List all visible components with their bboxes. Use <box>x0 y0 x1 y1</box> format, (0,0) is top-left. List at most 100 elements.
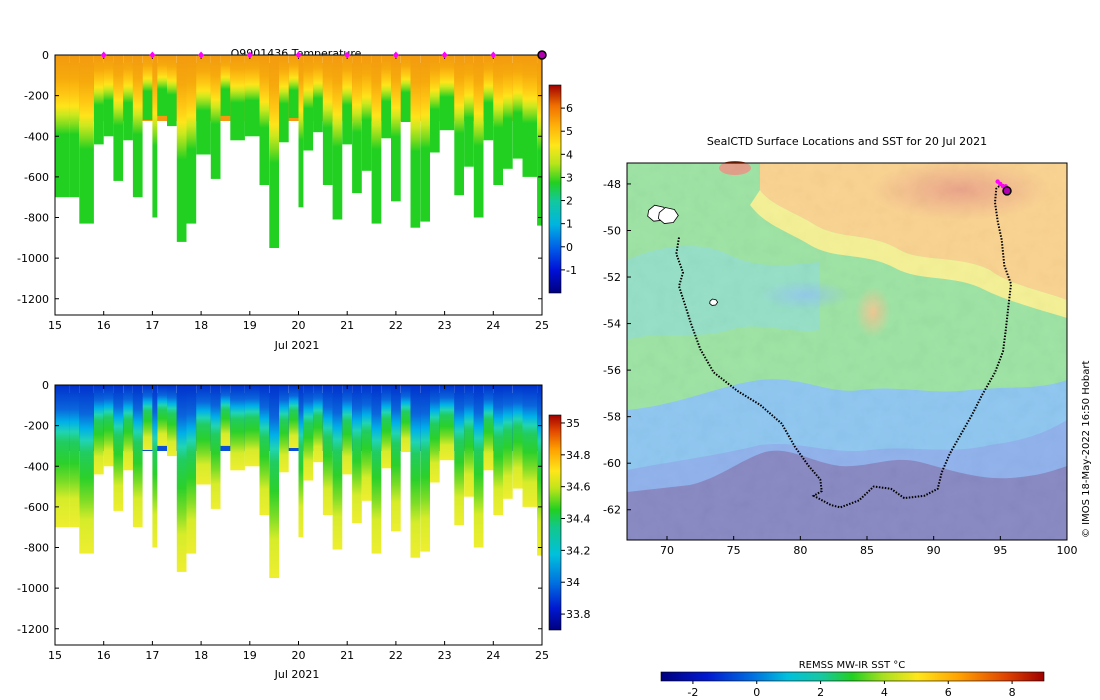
profile-marker <box>441 51 448 59</box>
temperature-x-tick-label: 15 <box>48 319 62 332</box>
salinity-profile-column <box>186 385 197 554</box>
temperature-x-tick-label: 25 <box>535 319 549 332</box>
sst-map-frame <box>626 162 1068 541</box>
temperature-profile-column <box>196 55 211 155</box>
salinity-profile-column <box>503 385 513 499</box>
temperature-profile-column <box>473 55 484 218</box>
salinity-profile-column <box>400 385 411 452</box>
sst-colorbar-tick-label: 2 <box>817 686 824 699</box>
temperature-profile-column <box>94 55 104 145</box>
salinity-xlabel: Jul 2021 <box>274 668 320 681</box>
sst-map-panel: SealCTD Surface Locations and SST for 20… <box>603 135 1077 699</box>
salinity-y-tick-label: 0 <box>42 379 49 392</box>
temperature-x-tick-label: 24 <box>486 319 500 332</box>
temperature-profile-column <box>186 55 197 224</box>
map-x-tick-label: 85 <box>860 544 874 557</box>
salinity-panel: 15 16 17 18 19 20 21 22 23 24 25 0 -200 -400 -600 -800… <box>17 379 590 681</box>
temperature-profile-column <box>522 55 538 177</box>
temperature-profile-column <box>157 55 167 116</box>
salinity-colorbar-tick-label: 34 <box>566 576 580 589</box>
temperature-xlabel: Jul 2021 <box>274 339 320 352</box>
salinity-y-axis: 0 -200 -400 -600 -800 -1000 -1200 <box>17 379 542 636</box>
map-y-tick-label: -54 <box>603 318 621 331</box>
temperature-colorbar-tick-label: 1 <box>566 218 573 231</box>
temperature-colorbar-tick-label: -1 <box>566 264 577 277</box>
temperature-profile-column <box>410 55 421 228</box>
salinity-profile-column <box>473 385 484 548</box>
salinity-profile-column <box>55 385 70 528</box>
salinity-profile-column <box>361 385 372 501</box>
temperature-x-tick-label: 16 <box>97 319 111 332</box>
temperature-profile-column <box>167 55 177 127</box>
temperature-profile-column <box>493 55 503 185</box>
temperature-y-tick-label: 0 <box>42 49 49 62</box>
salinity-x-tick-label: 24 <box>486 649 500 662</box>
profile-marker <box>246 51 253 59</box>
salinity-x-tick-label: 22 <box>389 649 403 662</box>
temperature-y-tick-label: -800 <box>24 212 49 225</box>
temperature-colorbar-tick-label: 5 <box>566 125 573 138</box>
salinity-profile-column <box>196 385 211 485</box>
profile-marker <box>149 51 156 59</box>
salinity-profile-column <box>259 385 270 515</box>
salinity-profile-column <box>439 385 455 461</box>
salinity-profile-column <box>493 385 503 515</box>
salinity-profile-column <box>342 385 352 475</box>
salinity-x-tick-label: 17 <box>145 649 159 662</box>
salinity-profile-column <box>322 385 333 515</box>
salinity-x-tick-label: 15 <box>48 649 62 662</box>
sst-colorbar-ticks: -2 0 2 4 6 8 <box>687 681 1016 699</box>
map-y-tick-label: -60 <box>603 457 621 470</box>
salinity-y-tick-label: -1000 <box>17 582 49 595</box>
temperature-plot-body <box>55 55 542 248</box>
temperature-panel: Q9901436 Temperature 15 16 17 18 19 20 21 22 23 2… <box>17 47 577 352</box>
salinity-profile-column <box>483 385 494 471</box>
temperature-profile-column <box>512 55 523 159</box>
temperature-profile-column <box>381 55 391 139</box>
salinity-profile-column <box>288 385 299 448</box>
salinity-x-axis: 15 16 17 18 19 20 21 22 23 24 25 <box>48 385 549 662</box>
salinity-colorbar-tick-label: 34.6 <box>566 481 591 494</box>
profile-marker <box>344 51 351 59</box>
salinity-profile-column <box>176 385 187 572</box>
temperature-colorbar-tick-label: 0 <box>566 241 573 254</box>
temperature-profile-column <box>230 55 245 141</box>
map-y-tick-label: -50 <box>603 224 621 237</box>
temperature-x-tick-label: 22 <box>389 319 403 332</box>
map-y-tick-label: -56 <box>603 364 621 377</box>
temperature-profile-column <box>259 55 270 185</box>
salinity-profile-column <box>157 385 167 446</box>
sst-colorbar-tick-label: 4 <box>881 686 888 699</box>
temperature-profile-column <box>69 55 80 198</box>
salinity-profile-column <box>454 385 464 526</box>
temperature-profile-column <box>420 55 430 222</box>
temperature-profile-column <box>152 55 158 218</box>
temperature-profiles <box>55 55 542 248</box>
temperature-profile-column <box>313 55 323 133</box>
salinity-profile-column <box>298 385 304 538</box>
salinity-colorbar-tick-label: 34.2 <box>566 544 591 557</box>
salinity-profile-column <box>152 385 158 548</box>
profile-marker <box>198 51 205 59</box>
temperature-colorbar-tick-label: 2 <box>566 195 573 208</box>
temperature-profile-column <box>210 55 221 179</box>
map-y-tick-label: -58 <box>603 411 621 424</box>
temperature-x-tick-label: 20 <box>292 319 306 332</box>
sst-colorbar-tick-label: 0 <box>753 686 760 699</box>
salinity-profile-column <box>279 385 289 473</box>
temperature-profile-column <box>142 55 153 120</box>
salinity-colorbar-tick-label: 35 <box>566 417 580 430</box>
temperature-profile-column <box>361 55 372 171</box>
map-x-tick-label: 100 <box>1057 544 1078 557</box>
salinity-profile-column <box>94 385 104 475</box>
sst-texture <box>627 163 1067 540</box>
salinity-x-tick-label: 20 <box>292 649 306 662</box>
temperature-x-tick-label: 17 <box>145 319 159 332</box>
salinity-y-tick-label: -1200 <box>17 623 49 636</box>
profile-marker <box>392 51 399 59</box>
temperature-profile-column <box>439 55 455 131</box>
map-x-tick-label: 80 <box>793 544 807 557</box>
map-y-tick-label: -52 <box>603 271 621 284</box>
temperature-x-tick-label: 18 <box>194 319 208 332</box>
